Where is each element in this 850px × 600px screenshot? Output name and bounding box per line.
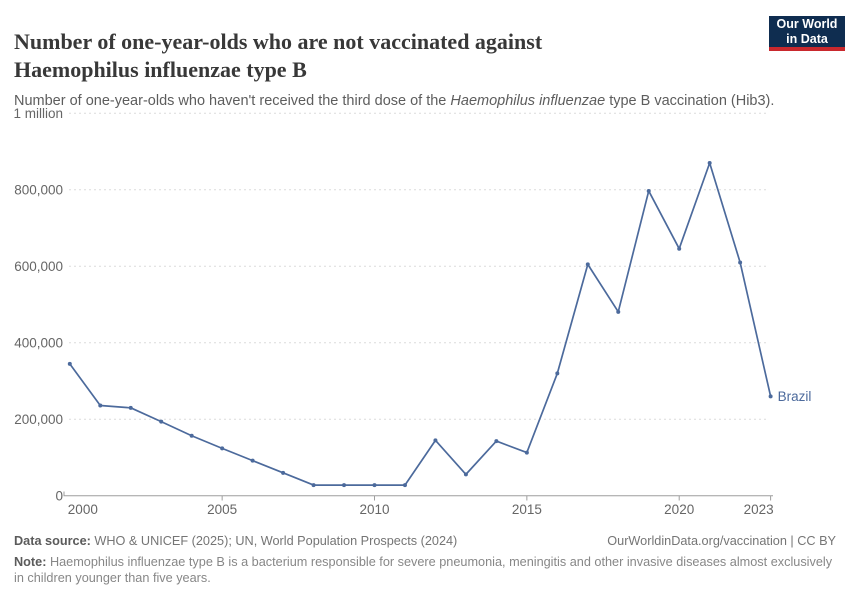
owid-logo[interactable]: Our World in Data xyxy=(769,16,845,51)
x-axis-tick-label: 2005 xyxy=(207,502,237,517)
chart-subtitle: Number of one-year-olds who haven't rece… xyxy=(14,92,824,110)
data-point[interactable] xyxy=(524,450,529,455)
data-point[interactable] xyxy=(738,260,743,265)
license-link[interactable]: OurWorldinData.org/vaccination | CC BY xyxy=(607,534,836,548)
data-source-text: WHO & UNICEF (2025); UN, World Populatio… xyxy=(90,534,458,548)
data-point[interactable] xyxy=(616,309,621,314)
note-text: Haemophilus influenzae type B is a bacte… xyxy=(14,555,833,585)
data-point[interactable] xyxy=(433,438,438,443)
chart-footer: Data source: WHO & UNICEF (2025); UN, Wo… xyxy=(14,533,836,586)
data-point[interactable] xyxy=(98,403,103,408)
data-point[interactable] xyxy=(677,246,682,251)
data-point[interactable] xyxy=(281,470,286,475)
data-point[interactable] xyxy=(494,439,499,444)
y-axis-tick-label: 200,000 xyxy=(14,412,63,427)
data-point[interactable] xyxy=(646,188,651,193)
data-point[interactable] xyxy=(67,361,72,366)
data-source-label: Data source: xyxy=(14,534,91,548)
x-axis-tick-label: 2020 xyxy=(664,502,694,517)
y-axis-tick-label: 800,000 xyxy=(14,182,63,197)
y-axis-tick-label: 400,000 xyxy=(14,335,63,350)
data-point[interactable] xyxy=(189,433,194,438)
note-label: Note: xyxy=(14,555,47,569)
data-point[interactable] xyxy=(128,405,133,410)
page-title: Number of one-year-olds who are not vacc… xyxy=(14,28,543,82)
data-point[interactable] xyxy=(707,161,712,166)
line-chart: 0 200,000 400,000 600,000 800,000 1 million 20… xyxy=(13,106,812,517)
data-point[interactable] xyxy=(311,483,316,488)
data-point[interactable] xyxy=(768,394,773,399)
data-point[interactable] xyxy=(250,458,255,463)
data-point[interactable] xyxy=(463,472,468,477)
y-axis-tick-label: 1 million xyxy=(13,106,63,121)
data-point[interactable] xyxy=(585,262,590,267)
data-point[interactable] xyxy=(220,446,225,451)
series-line-brazil xyxy=(69,162,772,486)
y-axis-tick-label: 0 xyxy=(55,488,63,503)
x-axis-tick-label: 2010 xyxy=(359,502,389,517)
subtitle-text: Number of one-year-olds who haven't rece… xyxy=(14,92,451,109)
x-axis-tick-label: 2015 xyxy=(512,502,542,517)
owid-logo-line1: Our World xyxy=(776,17,838,31)
x-axis-tick-label: 2023 xyxy=(744,502,774,517)
subtitle-text-suffix: type B vaccination (Hib3). xyxy=(605,92,775,109)
x-axis-tick-label: 2000 xyxy=(68,502,98,517)
data-point[interactable] xyxy=(402,483,407,488)
y-axis-tick-label: 600,000 xyxy=(14,259,63,274)
data-point[interactable] xyxy=(342,483,347,488)
chart-note: Note: Haemophilus influenzae type B is a… xyxy=(14,554,836,586)
owid-logo-line2: in Data xyxy=(786,31,828,46)
data-point[interactable] xyxy=(555,371,560,376)
series-label: Brazil xyxy=(778,389,812,404)
data-point[interactable] xyxy=(372,483,377,488)
data-point[interactable] xyxy=(159,419,164,424)
subtitle-italic-species: Haemophilus influenzae xyxy=(450,92,606,109)
data-source: Data source: WHO & UNICEF (2025); UN, Wo… xyxy=(14,533,457,549)
source-row: Data source: WHO & UNICEF (2025); UN, Wo… xyxy=(14,533,836,549)
